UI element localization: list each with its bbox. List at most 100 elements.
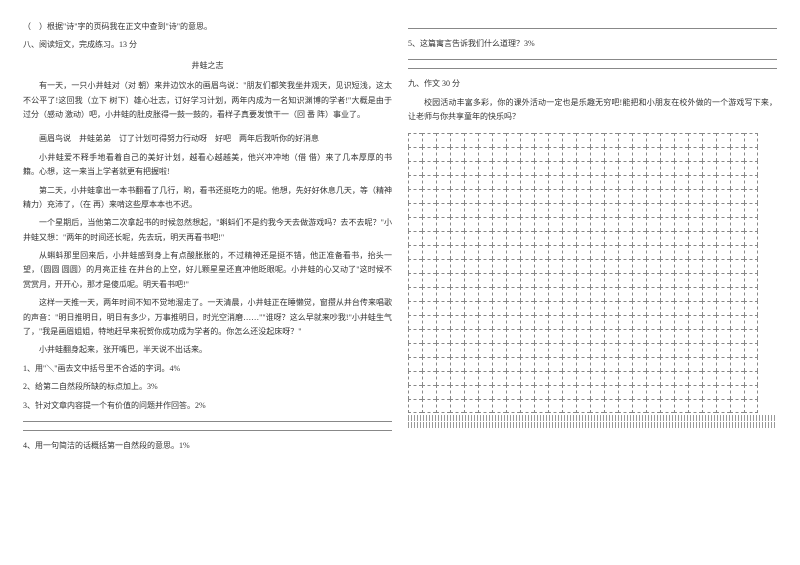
grid-cell — [492, 259, 506, 273]
grid-cell — [520, 203, 534, 217]
paragraph-6: 从蝌蚪那里回来后，小井蛙感到身上有点酸胀胀的，不过精神还是挺不错，他正准备看书，… — [23, 249, 392, 292]
grid-cell — [520, 175, 534, 189]
grid-cell — [520, 385, 534, 399]
grid-cell — [450, 301, 464, 315]
grid-cell — [632, 189, 646, 203]
grid-cell — [506, 371, 520, 385]
grid-cell — [506, 259, 520, 273]
grid-cell — [520, 147, 534, 161]
grid-cell — [478, 329, 492, 343]
grid-cell — [422, 399, 436, 413]
grid-cell — [618, 175, 632, 189]
grid-cell — [492, 343, 506, 357]
grid-cell — [604, 329, 618, 343]
grid-cell — [408, 217, 422, 231]
grid-cell — [632, 287, 646, 301]
grid-cell — [730, 273, 744, 287]
grid-cell — [464, 203, 478, 217]
grid-cell — [548, 273, 562, 287]
grid-cell — [730, 385, 744, 399]
grid-cell — [478, 259, 492, 273]
grid-cell — [408, 203, 422, 217]
grid-cell — [548, 259, 562, 273]
grid-cell — [688, 399, 702, 413]
paragraph-4: 第二天，小井蛙拿出一本书翻看了几行，哟，看书还挺吃力的呢。他想，先好好休息几天，… — [23, 184, 392, 213]
grid-cell — [506, 399, 520, 413]
question-5: 5、这篇寓言告诉我们什么道理？3% — [408, 37, 777, 51]
grid-cell — [744, 175, 758, 189]
grid-cell — [506, 133, 520, 147]
grid-cell — [702, 273, 716, 287]
grid-row — [408, 245, 777, 259]
paragraph-8: 小井蛙翻身起来，张开嘴巴，半天说不出话来。 — [23, 343, 392, 357]
grid-cell — [660, 175, 674, 189]
grid-cell — [506, 273, 520, 287]
grid-cell — [716, 357, 730, 371]
answer-line — [408, 68, 777, 69]
grid-cell — [422, 203, 436, 217]
grid-cell — [716, 245, 730, 259]
grid-cell — [744, 385, 758, 399]
grid-cell — [716, 343, 730, 357]
grid-cell — [520, 287, 534, 301]
grid-cell — [520, 189, 534, 203]
grid-cell — [478, 315, 492, 329]
grid-cell — [590, 329, 604, 343]
grid-cell — [604, 399, 618, 413]
grid-cell — [660, 371, 674, 385]
grid-cell — [506, 343, 520, 357]
grid-cell — [422, 161, 436, 175]
grid-cell — [674, 343, 688, 357]
grid-cell — [674, 301, 688, 315]
grid-cell — [450, 343, 464, 357]
grid-cell — [632, 273, 646, 287]
grid-cell — [450, 203, 464, 217]
grid-cell — [520, 259, 534, 273]
grid-cell — [450, 329, 464, 343]
grid-cell — [478, 287, 492, 301]
grid-cell — [520, 329, 534, 343]
grid-cell — [562, 133, 576, 147]
grid-cell — [506, 203, 520, 217]
grid-cell — [716, 399, 730, 413]
grid-cell — [450, 399, 464, 413]
grid-row — [408, 371, 777, 385]
grid-cell — [492, 133, 506, 147]
grid-cell — [618, 147, 632, 161]
grid-cell — [744, 259, 758, 273]
grid-cell — [590, 245, 604, 259]
grid-cell — [604, 175, 618, 189]
grid-cell — [646, 175, 660, 189]
grid-cell — [688, 133, 702, 147]
grid-cell — [464, 357, 478, 371]
grid-cell — [548, 217, 562, 231]
grid-cell — [688, 357, 702, 371]
grid-cell — [618, 385, 632, 399]
grid-cell — [702, 133, 716, 147]
grid-cell — [660, 231, 674, 245]
grid-cell — [646, 399, 660, 413]
grid-cell — [408, 245, 422, 259]
grid-cell — [590, 399, 604, 413]
grid-cell — [730, 343, 744, 357]
grid-cell — [534, 245, 548, 259]
grid-cell — [422, 259, 436, 273]
grid-cell — [478, 217, 492, 231]
grid-cell — [674, 203, 688, 217]
grid-cell — [716, 259, 730, 273]
grid-cell — [492, 315, 506, 329]
grid-cell — [562, 245, 576, 259]
grid-row — [408, 231, 777, 245]
grid-cell — [618, 343, 632, 357]
grid-cell — [464, 301, 478, 315]
grid-cell — [450, 315, 464, 329]
grid-cell — [632, 147, 646, 161]
grid-cell — [534, 385, 548, 399]
grid-cell — [604, 203, 618, 217]
grid-cell — [548, 385, 562, 399]
grid-cell — [422, 231, 436, 245]
grid-cell — [590, 385, 604, 399]
grid-cell — [674, 217, 688, 231]
grid-cell — [576, 231, 590, 245]
grid-cell — [646, 301, 660, 315]
